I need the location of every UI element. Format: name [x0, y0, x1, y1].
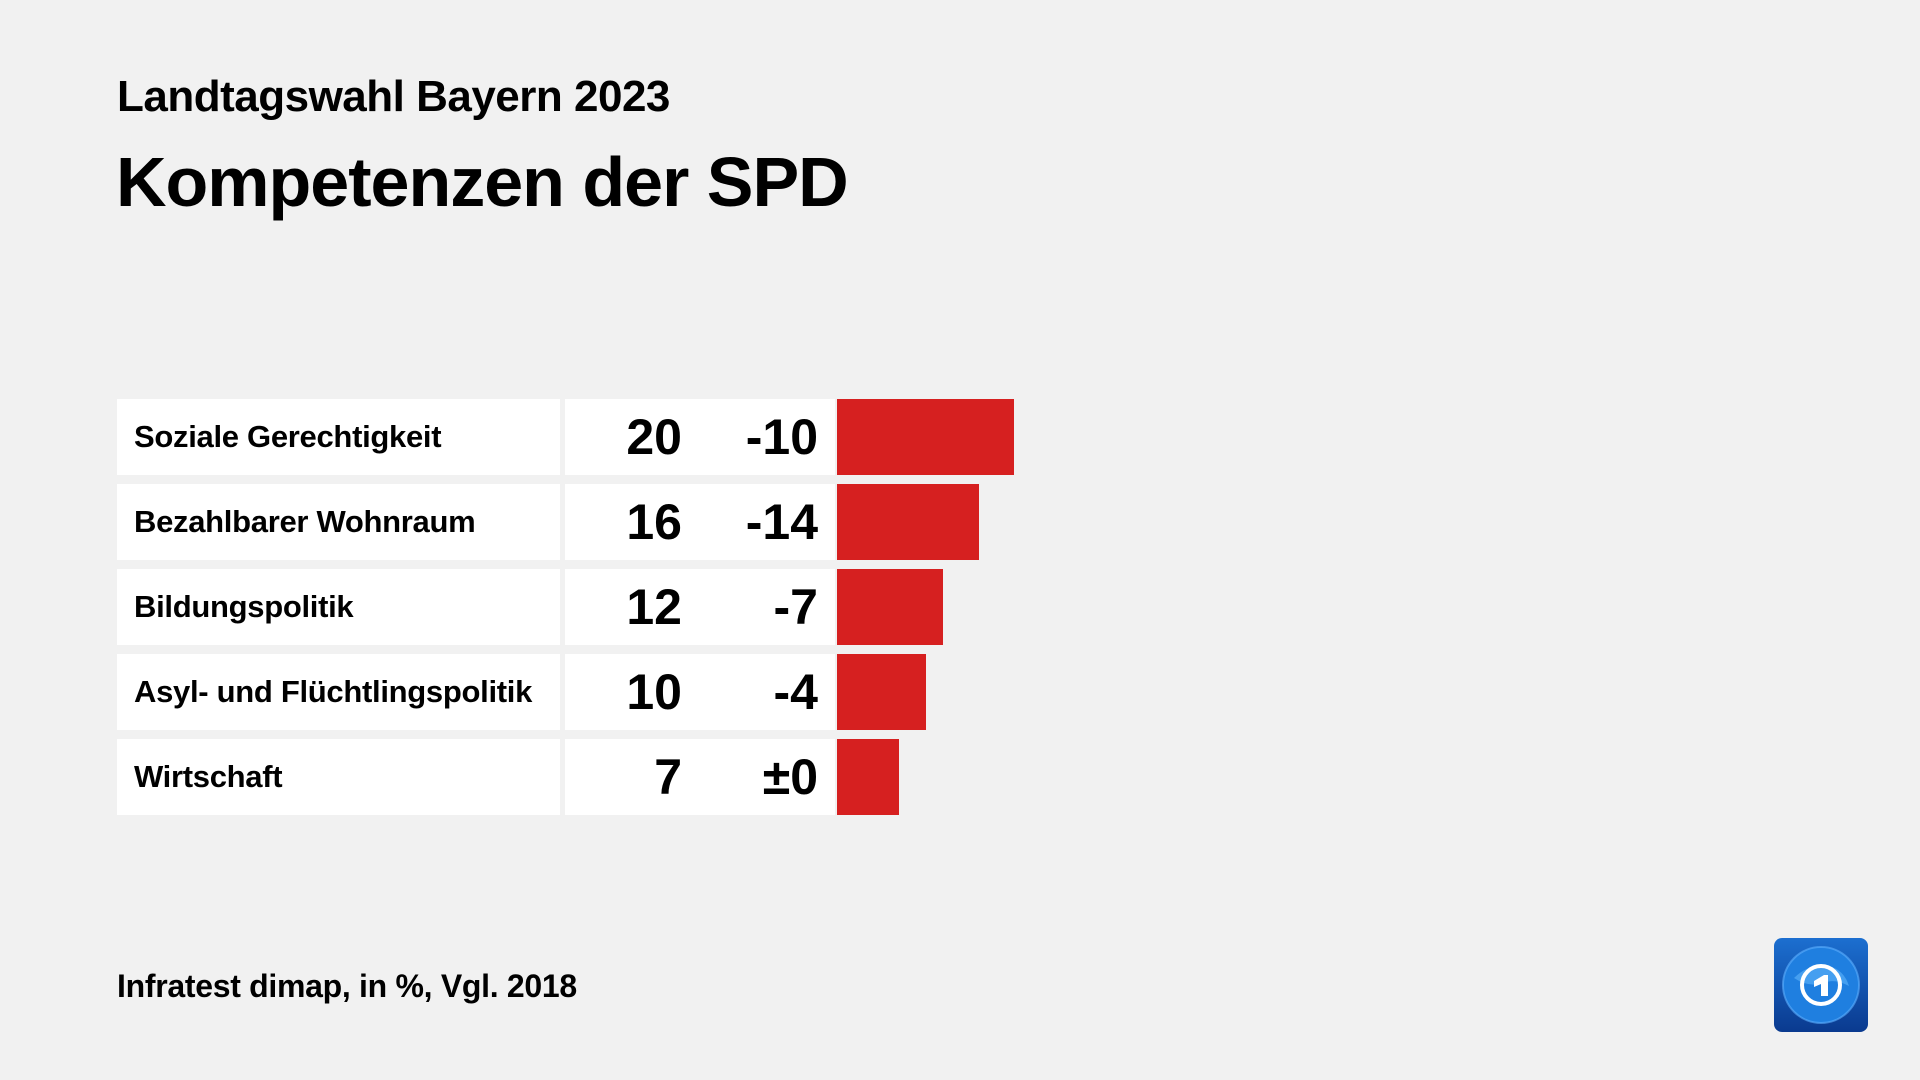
bar — [837, 739, 899, 815]
category-label: Wirtschaft — [117, 739, 560, 815]
value-label: 20 — [626, 409, 682, 465]
bar — [837, 399, 1014, 475]
value-cell: 10 -4 — [565, 654, 835, 730]
category-label: Bezahlbarer Wohnraum — [117, 484, 560, 560]
chart-title: Kompetenzen der SPD — [116, 143, 849, 221]
value-cell: 7 ±0 — [565, 739, 835, 815]
change-label: -7 — [773, 579, 818, 635]
change-label: -10 — [745, 409, 818, 465]
tagesschau-logo-icon — [1774, 938, 1868, 1032]
bar — [837, 569, 944, 645]
value-label: 10 — [626, 664, 682, 720]
value-cell: 20 -10 — [565, 399, 835, 475]
value-label: 7 — [654, 749, 682, 805]
value-cell: 16 -14 — [565, 484, 835, 560]
change-label: -14 — [745, 494, 818, 550]
value-label: 16 — [626, 494, 682, 550]
category-label: Asyl- und Flüchtlingspolitik — [117, 654, 560, 730]
bar — [837, 484, 979, 560]
source-note: Infratest dimap, in %, Vgl. 2018 — [117, 968, 577, 1004]
bar — [837, 654, 926, 730]
category-label: Bildungspolitik — [117, 569, 560, 645]
change-label: ±0 — [762, 749, 818, 805]
value-label: 12 — [626, 579, 682, 635]
chart-subtitle: Landtagswahl Bayern 2023 — [117, 72, 670, 121]
category-label: Soziale Gerechtigkeit — [117, 399, 560, 475]
value-cell: 12 -7 — [565, 569, 835, 645]
change-label: -4 — [773, 664, 818, 720]
